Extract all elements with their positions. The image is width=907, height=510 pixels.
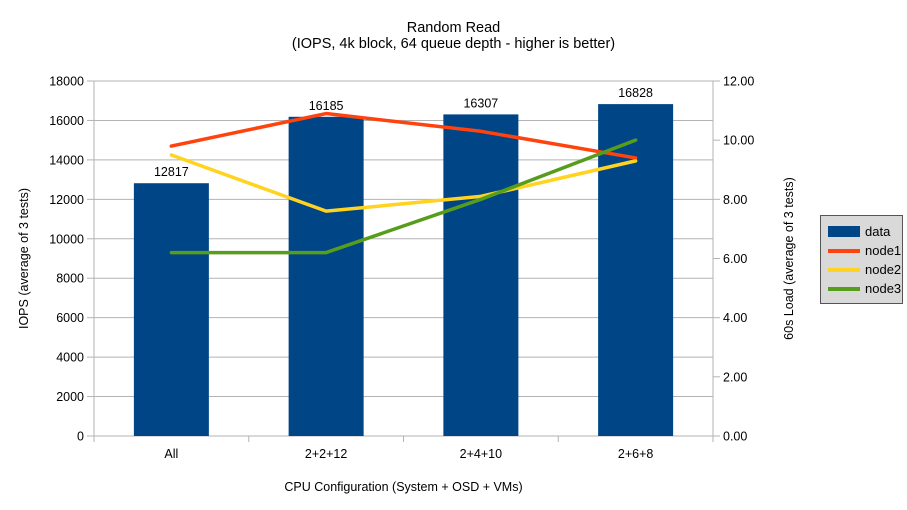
left-tick-label: 10000 bbox=[49, 232, 84, 246]
right-tick-label: 12.00 bbox=[723, 75, 754, 89]
legend-label: node2 bbox=[865, 262, 902, 277]
y-axis-title: IOPS (average of 3 tests) bbox=[17, 188, 31, 329]
bar-value-label: 16828 bbox=[618, 86, 653, 100]
right-tick-label: 6.00 bbox=[723, 252, 747, 266]
legend-swatch-data bbox=[828, 226, 860, 237]
legend-item-data: data bbox=[828, 222, 902, 241]
legend-label: node1 bbox=[865, 243, 902, 258]
bar-value-label: 12817 bbox=[154, 165, 189, 179]
legend-swatch-node3 bbox=[828, 286, 860, 291]
chart-legend: data node1 node2 node3 bbox=[820, 215, 903, 304]
right-tick-label: 8.00 bbox=[723, 193, 747, 207]
x-tick-label: All bbox=[164, 447, 178, 461]
legend-label: data bbox=[865, 224, 891, 239]
legend-label: node3 bbox=[865, 281, 902, 296]
chart-title: Random Read bbox=[406, 20, 501, 36]
left-tick-label: 2000 bbox=[56, 390, 84, 404]
x-axis-title: CPU Configuration (System + OSD + VMs) bbox=[284, 480, 522, 494]
left-tick-label: 18000 bbox=[49, 75, 84, 89]
line-node3 bbox=[169, 138, 638, 255]
left-tick-label: 8000 bbox=[56, 272, 84, 286]
bar bbox=[443, 114, 519, 437]
chart-subtitle: (IOPS, 4k block, 64 queue depth - higher… bbox=[291, 36, 616, 52]
right-tick-label: 0.00 bbox=[723, 430, 747, 444]
bar-value-label: 16185 bbox=[309, 99, 344, 113]
legend-item-node2: node2 bbox=[828, 260, 902, 279]
bar-value-label: 16307 bbox=[463, 96, 498, 110]
x-tick-label: 2+2+12 bbox=[305, 447, 347, 461]
right-tick-label: 4.00 bbox=[723, 311, 747, 325]
left-tick-label: 6000 bbox=[56, 311, 84, 325]
right-axis-title: 60s Load (average of 3 tests) bbox=[782, 177, 796, 340]
x-tick-label: 2+4+10 bbox=[460, 447, 502, 461]
left-tick-label: 14000 bbox=[49, 153, 84, 167]
bar bbox=[288, 116, 364, 436]
left-tick-label: 0 bbox=[77, 430, 84, 444]
x-tick-label: 2+6+8 bbox=[618, 447, 654, 461]
right-tick-label: 2.00 bbox=[723, 370, 747, 384]
legend-item-node1: node1 bbox=[828, 241, 902, 260]
legend-swatch-node2 bbox=[828, 267, 860, 272]
bar bbox=[133, 183, 209, 436]
line-node2 bbox=[169, 153, 638, 213]
right-tick-label: 10.00 bbox=[723, 134, 754, 148]
left-tick-label: 4000 bbox=[56, 351, 84, 365]
legend-swatch-node1 bbox=[828, 248, 860, 253]
left-tick-label: 12000 bbox=[49, 193, 84, 207]
line-node1 bbox=[169, 111, 638, 160]
left-tick-label: 16000 bbox=[49, 114, 84, 128]
legend-item-node3: node3 bbox=[828, 279, 902, 298]
